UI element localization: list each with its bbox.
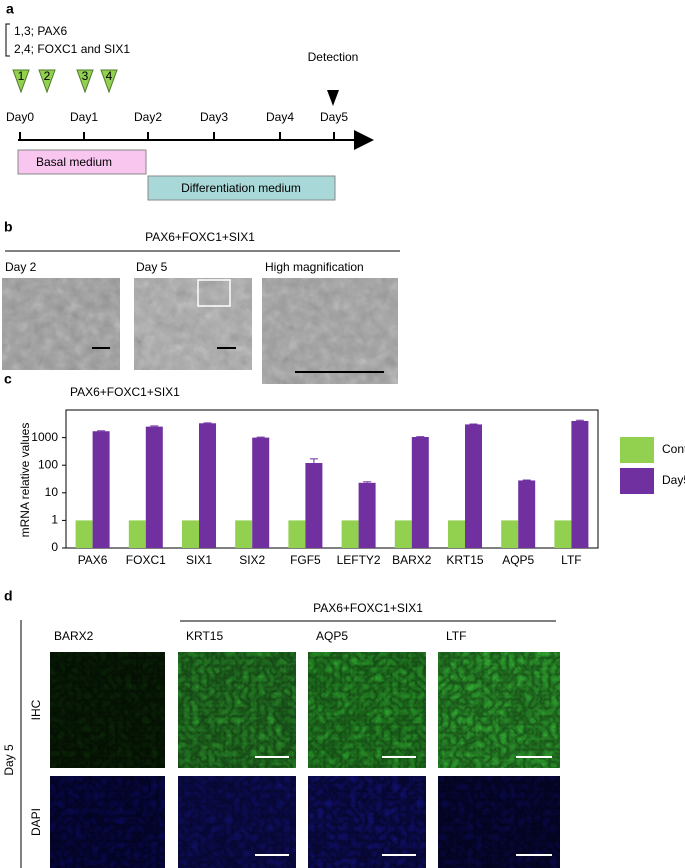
marker-label: 3	[82, 69, 89, 83]
markers: 1 2 3 4	[12, 69, 118, 94]
x-tick-label: AQP5	[502, 553, 534, 567]
column-label: BARX2	[54, 629, 94, 643]
y-tick-label: 1	[51, 513, 58, 527]
panel-label: d	[4, 588, 13, 604]
detection-arrow	[327, 90, 339, 106]
basal-box	[17, 149, 147, 175]
marker-label: 2	[44, 69, 51, 83]
column-label: KRT15	[186, 629, 223, 643]
panel-label: c	[4, 371, 12, 387]
y-tick-label: 10	[45, 485, 59, 499]
legend-text: 2,4; FOXC1 and SIX1	[14, 42, 130, 56]
image-label: Day 2	[5, 260, 37, 274]
y-tick-label: 1000	[31, 430, 58, 444]
image-label: Day 5	[136, 260, 168, 274]
x-tick-label: FOXC1	[126, 553, 166, 567]
stain-images	[50, 652, 560, 868]
legend-label: Day5	[662, 473, 685, 487]
x-tick-label: FGF5	[290, 553, 321, 567]
legend-swatch	[620, 468, 654, 494]
bar	[448, 520, 465, 548]
day-label: Day2	[134, 110, 162, 124]
timeline	[18, 130, 374, 150]
x-tick-label: KRT15	[446, 553, 483, 567]
day-label: Day5	[320, 110, 348, 124]
bar	[182, 520, 199, 548]
micrographs	[2, 278, 398, 384]
bar	[75, 520, 93, 548]
image-label: High magnification	[265, 260, 364, 274]
bar	[501, 520, 519, 548]
bar	[554, 520, 572, 548]
medium-label: Differentiation medium	[181, 181, 301, 195]
bar	[305, 463, 323, 548]
group-label: Day 5	[2, 744, 16, 776]
bar	[252, 437, 270, 548]
bar	[571, 420, 589, 548]
day-label: Day1	[70, 110, 98, 124]
bar	[199, 423, 216, 548]
y-tick-label: 100	[38, 457, 58, 471]
column-label: LTF	[446, 629, 466, 643]
panel-label: b	[4, 219, 13, 235]
day-label: Day4	[266, 110, 294, 124]
panel-title: PAX6+FOXC1+SIX1	[313, 601, 423, 615]
bar	[145, 426, 163, 548]
panel-title: PAX6+FOXC1+SIX1	[145, 230, 255, 244]
x-tick-label: SIX2	[239, 553, 265, 567]
column-label: AQP5	[316, 629, 348, 643]
day-label: Day0	[6, 110, 34, 124]
bar	[341, 520, 359, 548]
legend-label: Control	[662, 442, 685, 456]
error-bar	[575, 419, 584, 421]
bar	[235, 520, 253, 548]
x-tick-label: LEFTY2	[337, 553, 381, 567]
row-label: DAPI	[29, 808, 43, 836]
x-tick-label: SIX1	[186, 553, 212, 567]
medium-label: Basal medium	[36, 155, 112, 169]
error-bar	[309, 458, 318, 464]
diff-box	[147, 175, 336, 201]
x-tick-label: LTF	[561, 553, 581, 567]
x-tick-label: BARX2	[392, 553, 432, 567]
bracket	[5, 23, 10, 57]
y-axis-label: mRNA relative values	[18, 423, 32, 538]
bar	[92, 431, 110, 548]
day-label: Day3	[200, 110, 228, 124]
x-tick-label: PAX6	[78, 553, 108, 567]
bar	[358, 482, 376, 548]
legend-swatch	[620, 437, 654, 463]
marker-label: 4	[106, 69, 113, 83]
marker-label: 1	[18, 69, 25, 83]
bar	[411, 437, 429, 548]
error-bar	[150, 425, 159, 427]
chart-title: PAX6+FOXC1+SIX1	[70, 385, 180, 399]
bar	[518, 480, 536, 548]
detection-label: Detection	[308, 50, 359, 64]
plot-frame	[65, 409, 599, 549]
row-label: IHC	[29, 699, 43, 720]
bar	[128, 520, 146, 548]
panel-label: a	[6, 1, 14, 17]
bar	[465, 424, 482, 548]
chart-layer: 0 1 10 100 1000 PAX6 FOXC1 SIX1 SIX2 FGF5 LEFTY2 BA…	[31, 419, 685, 567]
bar	[394, 520, 412, 548]
bar	[288, 520, 306, 548]
legend-text: 1,3; PAX6	[14, 24, 67, 38]
y-tick-label: 0	[51, 540, 58, 554]
error-bar	[363, 481, 372, 483]
